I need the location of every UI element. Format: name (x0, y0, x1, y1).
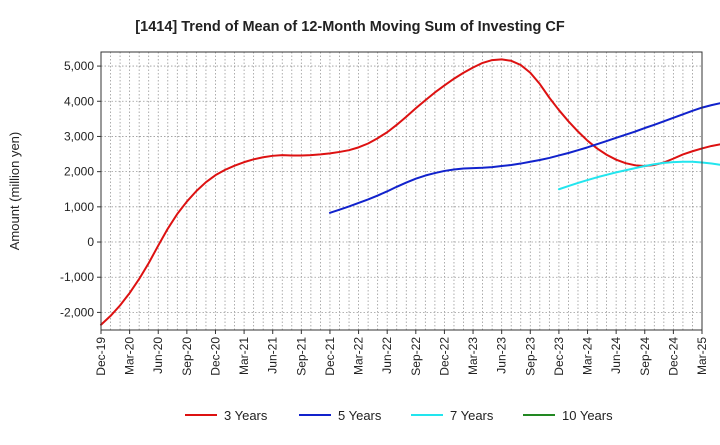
x-tick-label: Dec-21 (323, 337, 337, 376)
legend-label-10-years: 10 Years (562, 408, 613, 423)
x-tick-label: Sep-24 (638, 337, 652, 376)
x-tick-label: Mar-25 (695, 337, 709, 375)
grid-lines (101, 52, 702, 330)
x-tick-label: Dec-24 (666, 337, 680, 376)
x-tick-label: Sep-20 (180, 337, 194, 376)
series-lines (100, 58, 720, 326)
x-tick-label: Jun-24 (609, 337, 623, 374)
x-tick-label: Mar-20 (123, 337, 137, 375)
legend-label-7-years: 7 Years (450, 408, 494, 423)
x-tick-label: Dec-23 (552, 337, 566, 376)
y-tick-label: -1,000 (60, 270, 94, 284)
y-tick-label: -2,000 (60, 305, 94, 319)
plot-area-frame (100, 51, 703, 331)
x-tick-label: Sep-21 (294, 337, 308, 376)
x-axis-ticks: Dec-19 Mar-20 Jun-20 Sep-20 Dec-20 Mar-21 Jun-… (94, 330, 709, 376)
x-tick-label: Mar-24 (581, 337, 595, 375)
x-tick-label: Jun-21 (266, 337, 280, 374)
legend-label-5-years: 5 Years (338, 408, 382, 423)
x-tick-label: Dec-19 (94, 337, 108, 376)
x-tick-label: Sep-23 (523, 337, 537, 376)
y-tick-label: 4,000 (64, 94, 94, 108)
x-tick-label: Jun-20 (151, 337, 165, 374)
x-tick-label: Mar-21 (237, 337, 251, 375)
series-line-3-years (100, 58, 720, 326)
chart-title: [1414] Trend of Mean of 12-Month Moving … (135, 19, 565, 35)
y-tick-label: 5,000 (64, 59, 94, 73)
series-line-7-years (557, 160, 720, 191)
x-tick-label: Jun-23 (495, 337, 509, 374)
y-axis-label: Amount (million yen) (7, 132, 22, 251)
x-tick-label: Mar-22 (352, 337, 366, 375)
x-tick-label: Sep-22 (409, 337, 423, 376)
y-tick-label: 2,000 (64, 165, 94, 179)
y-tick-label: 1,000 (64, 200, 94, 214)
legend-label-3-years: 3 Years (224, 408, 268, 423)
x-tick-label: Dec-20 (208, 337, 222, 376)
series-line-5-years (328, 102, 720, 214)
y-tick-label: 0 (87, 235, 94, 249)
y-axis-ticks: -2,000 -1,000 0 1,000 2,000 3,000 4,000 5,000 (60, 59, 101, 319)
y-tick-label: 3,000 (64, 129, 94, 143)
x-tick-label: Dec-22 (437, 337, 451, 376)
x-tick-label: Jun-22 (380, 337, 394, 374)
legend: 3 Years 5 Years 7 Years 10 Years (185, 408, 613, 423)
x-tick-label: Mar-23 (466, 337, 480, 375)
